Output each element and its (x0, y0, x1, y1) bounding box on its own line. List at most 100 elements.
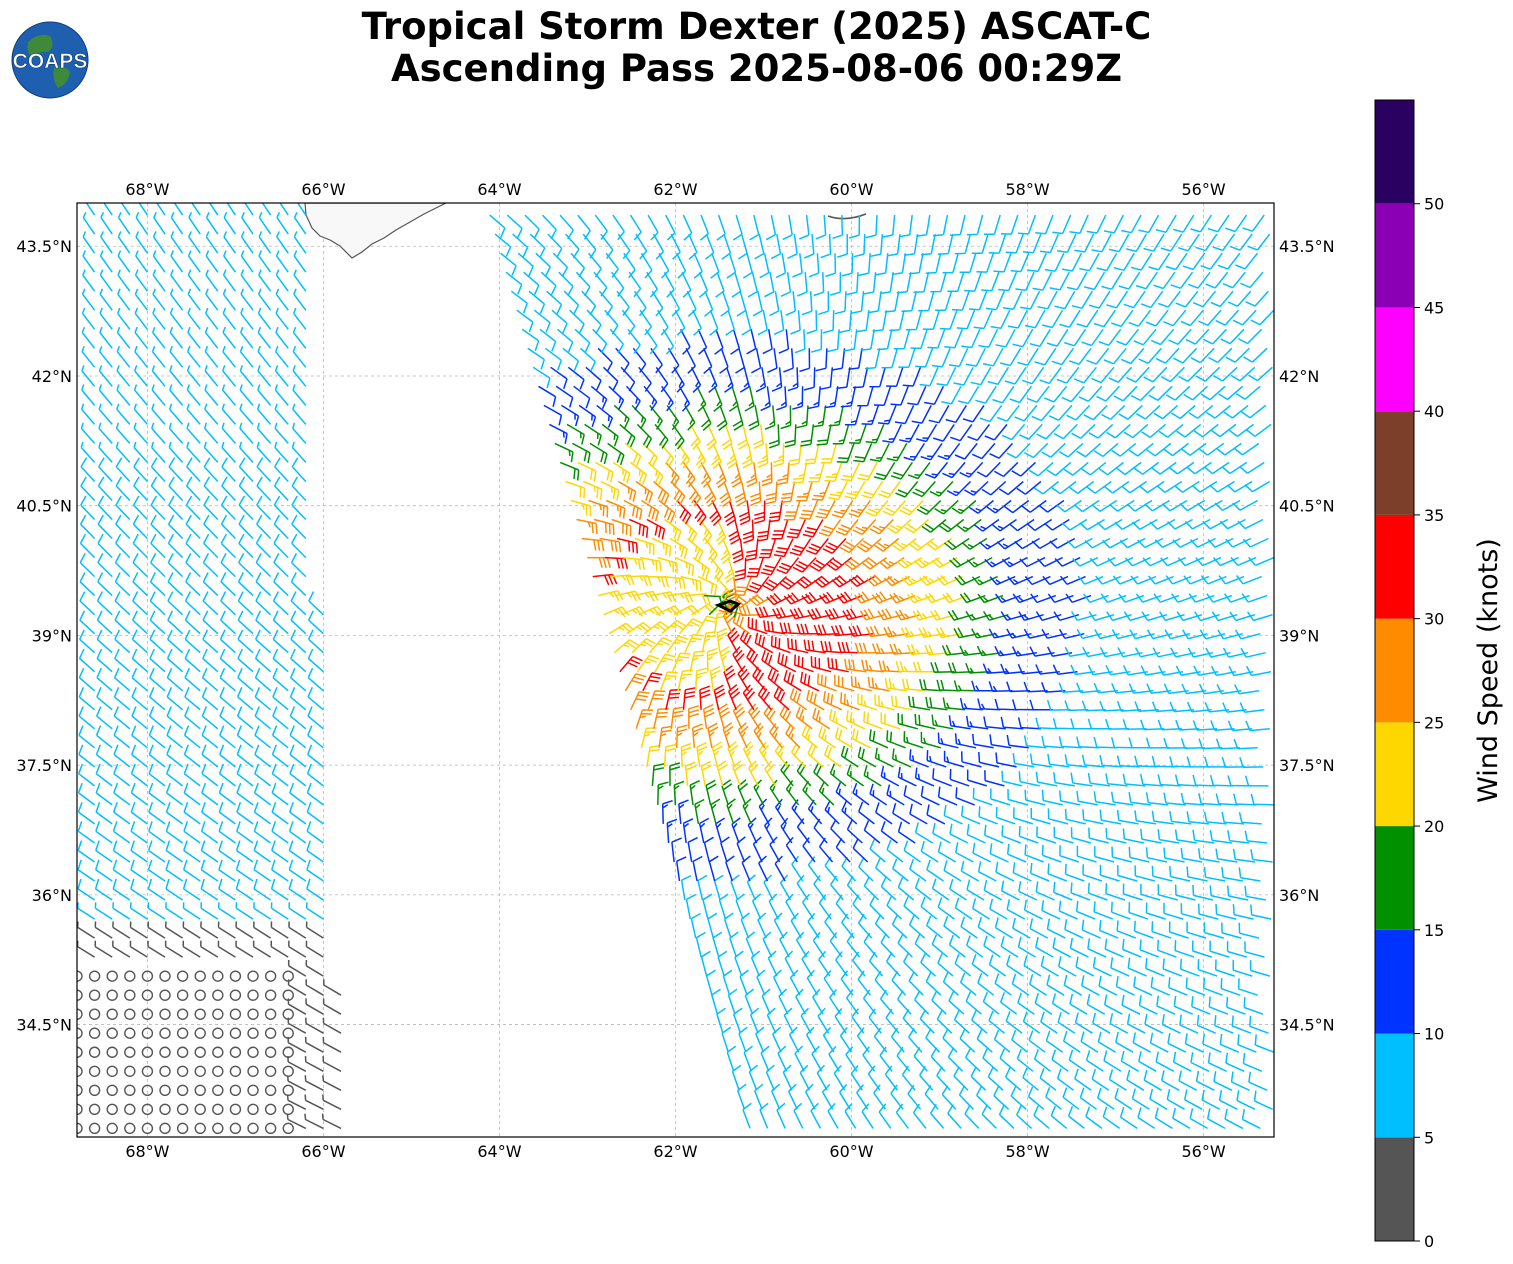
wind-barb (903, 785, 923, 806)
lat-tick-left: 37.5°N (16, 756, 72, 775)
wind-barb (630, 461, 648, 485)
calm-marker (159, 1027, 171, 1039)
wind-barb (1120, 1050, 1139, 1072)
wind-barb (115, 441, 131, 463)
wind-barb (592, 328, 608, 354)
calm-marker (88, 1084, 101, 1097)
wind-barb (1232, 309, 1257, 326)
wind-barb (1083, 404, 1108, 421)
wind-barb (1103, 347, 1127, 365)
calm-marker (247, 1046, 259, 1058)
wind-barb (1068, 480, 1095, 495)
wind-barb (734, 557, 747, 581)
wind-barb (765, 481, 778, 505)
wind-barb (205, 211, 219, 235)
calm-marker (88, 1027, 101, 1039)
wind-barb (725, 855, 735, 882)
wind-barb (645, 575, 670, 588)
wind-barb (1244, 941, 1265, 958)
wind-barb (275, 326, 289, 349)
wind-barb (77, 670, 78, 672)
wind-barb (1128, 309, 1152, 327)
wind-barb (168, 457, 184, 483)
colorbar-tick-label: 15 (1424, 921, 1444, 940)
wind-barb (829, 989, 842, 1015)
wind-barb (1148, 385, 1173, 401)
wind-barb (1001, 423, 1026, 441)
wind-barb (184, 687, 201, 711)
wind-barb (183, 744, 201, 768)
lon-tick-bottom: 62°W (653, 1142, 697, 1161)
wind-barb (682, 214, 693, 241)
wind-barb (323, 979, 342, 996)
wind-barb (715, 519, 727, 546)
wind-barb (1139, 480, 1165, 494)
wind-barb (943, 750, 965, 768)
wind-barb (1111, 629, 1138, 640)
colorbar-label: Wind Speed (knots) (1473, 538, 1504, 803)
wind-barb (665, 214, 676, 241)
lon-tick-top: 62°W (653, 180, 697, 199)
wind-barb (1058, 442, 1084, 458)
wind-barb (1093, 736, 1117, 749)
wind-barb (830, 624, 856, 637)
wind-barb (1044, 252, 1065, 272)
wind-barb (148, 706, 166, 730)
wind-barb (616, 537, 639, 554)
wind-barb (773, 443, 785, 468)
wind-barb (1047, 863, 1067, 882)
wind-barb (292, 384, 307, 406)
wind-barb (966, 769, 988, 787)
wind-barb (166, 725, 184, 749)
wind-barb (219, 744, 236, 768)
wind-barb (538, 385, 557, 407)
wind-barb (200, 921, 219, 939)
wind-barb (688, 233, 698, 260)
wind-barb (728, 519, 741, 545)
wind-barb (702, 703, 715, 729)
wind-barb (845, 989, 859, 1015)
wind-barb (678, 618, 703, 635)
calm-marker (282, 1008, 294, 1020)
wind-barb (322, 1075, 342, 1091)
calm-marker (88, 989, 101, 1001)
wind-barb (817, 1007, 830, 1034)
wind-barb (183, 725, 201, 749)
wind-barb (1208, 996, 1229, 1015)
wind-barb (850, 675, 872, 692)
wind-barb (1078, 385, 1103, 402)
wind-barb (778, 988, 789, 1015)
wind-barb (1203, 811, 1227, 825)
wind-barb (745, 538, 759, 562)
wind-barb (1076, 309, 1099, 328)
wind-barb (165, 802, 184, 825)
wind-barb (839, 310, 853, 334)
wind-barb (255, 629, 272, 654)
wind-barb (783, 348, 794, 373)
calm-marker (124, 989, 136, 1001)
wind-barb (948, 347, 969, 368)
wind-barb (773, 969, 784, 996)
wind-barb (671, 837, 682, 863)
wind-barb (506, 214, 523, 239)
wind-barb (528, 290, 546, 314)
wind-barb (1000, 716, 1024, 730)
wind-barb (967, 423, 990, 442)
wind-barb (619, 655, 643, 673)
wind-barb (697, 328, 708, 355)
wind-barb (807, 912, 820, 939)
wind-barb (794, 329, 806, 354)
lat-tick-left: 36°N (32, 886, 72, 905)
wind-barb (751, 893, 762, 920)
wind-barb (779, 931, 790, 958)
wind-barb (240, 269, 254, 292)
wind-barb (1225, 1052, 1245, 1072)
wind-barb (638, 605, 665, 617)
wind-barb (156, 203, 166, 216)
wind-barb (1031, 404, 1055, 422)
colorbar-tick-label: 0 (1424, 1232, 1434, 1251)
wind-barb (870, 234, 884, 258)
wind-barb (988, 628, 1015, 639)
wind-barb (96, 706, 113, 730)
wind-barb (880, 765, 900, 787)
